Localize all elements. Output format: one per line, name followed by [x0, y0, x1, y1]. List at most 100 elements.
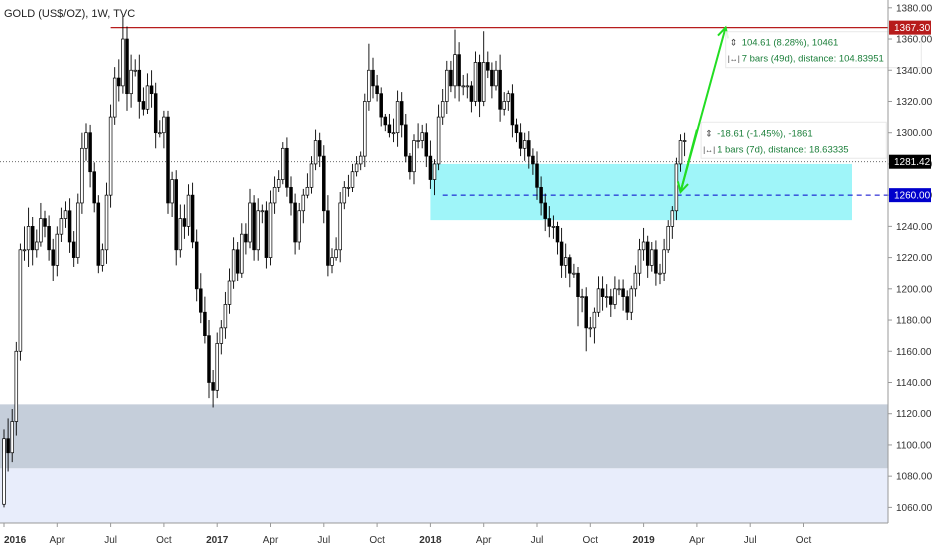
- candle: [617, 279, 621, 296]
- candle: [555, 221, 560, 255]
- candle: [112, 67, 117, 125]
- candle-body-down: [285, 147, 289, 188]
- candle: [576, 266, 580, 327]
- time-axis[interactable]: 2016 Apr Jul Oct 2017 Apr Jul Oct 2018 Apr Jul Oct 2…: [0, 522, 888, 546]
- candle-body-up: [112, 77, 117, 118]
- candle: [580, 288, 584, 313]
- candle-body-down: [244, 233, 248, 243]
- candle-body-up: [276, 179, 281, 188]
- candle-body-down: [166, 116, 170, 204]
- candle: [129, 54, 133, 108]
- candle-body-up: [641, 241, 646, 251]
- candle-body-down: [469, 85, 474, 102]
- time-tick-label: 2017: [206, 535, 229, 546]
- candle: [194, 229, 199, 302]
- candle: [272, 176, 277, 214]
- candle-body-up: [367, 69, 371, 102]
- candle: [215, 332, 219, 399]
- candle: [670, 206, 675, 239]
- arrow-head: [676, 181, 689, 195]
- price-tick-label: 1100.00: [896, 440, 932, 451]
- price-tick-label: 1320.00: [896, 97, 932, 108]
- candle-body-down: [137, 69, 142, 102]
- candle: [281, 142, 285, 185]
- candle: [293, 193, 297, 255]
- levels-layer: [0, 27, 888, 196]
- candle-body-down: [96, 202, 101, 266]
- candle-body-down: [71, 241, 76, 258]
- candle: [203, 296, 207, 344]
- candle-body-up: [445, 69, 449, 102]
- candle-body-down: [141, 101, 146, 110]
- candle-body-up: [391, 132, 396, 135]
- candle: [43, 210, 47, 238]
- candle: [654, 240, 658, 286]
- candle: [543, 193, 547, 232]
- candle-body-up: [613, 288, 617, 305]
- candle: [166, 110, 170, 214]
- candle-body-down: [88, 132, 92, 173]
- time-tick-label: Apr: [50, 535, 66, 546]
- candle-body-up: [100, 249, 105, 266]
- candle-body-up: [268, 202, 273, 258]
- candle-body-up: [22, 249, 27, 252]
- candle-body-up: [338, 202, 342, 251]
- candle: [408, 152, 412, 180]
- price-tick-label: 1360.00: [896, 35, 932, 46]
- candle-body-up: [465, 85, 470, 88]
- candle-body-up: [604, 296, 609, 298]
- candle-body-up: [440, 101, 445, 118]
- candle: [440, 88, 445, 125]
- candle-body-up: [301, 194, 306, 212]
- arrow-shaft: [679, 129, 698, 193]
- candle: [63, 201, 68, 228]
- candle-body-down: [584, 296, 588, 329]
- price-tick-label: 1120.00: [896, 409, 932, 420]
- candle: [547, 206, 552, 238]
- candle-body-down: [547, 218, 552, 227]
- candle: [84, 123, 88, 161]
- candle: [71, 231, 76, 267]
- candle: [305, 173, 310, 199]
- candle-body-up: [240, 233, 244, 274]
- candle: [170, 171, 174, 218]
- candle-body-down: [326, 210, 330, 266]
- candle: [18, 243, 23, 361]
- time-tick-label: Oct: [369, 535, 385, 546]
- candle-body-up: [63, 210, 68, 219]
- candle: [527, 131, 531, 169]
- candle: [297, 202, 301, 250]
- candle-body-up: [572, 272, 576, 275]
- candle: [563, 243, 568, 278]
- price-axis[interactable]: 1060.00 1080.00 1100.00 1120.00 1140.00 1160.…: [887, 0, 932, 523]
- candle: [613, 276, 617, 310]
- candle-body-up: [436, 116, 441, 165]
- candle-body-up: [551, 226, 556, 228]
- candle: [322, 145, 326, 224]
- candle-body-up: [178, 218, 183, 251]
- candle-body-up: [14, 350, 19, 422]
- candle: [383, 113, 388, 132]
- candle: [227, 268, 232, 314]
- candle-body-up: [281, 147, 285, 180]
- candle-body-down: [568, 257, 572, 274]
- candle-body-up: [133, 69, 137, 72]
- candle: [51, 238, 55, 282]
- candle-body-down: [486, 62, 490, 71]
- candle-body-down: [174, 179, 178, 251]
- candle-body-up: [260, 210, 265, 213]
- candle: [481, 31, 486, 107]
- candle-body-up: [231, 249, 236, 282]
- candle-body-down: [51, 249, 55, 266]
- candle: [604, 284, 609, 308]
- candle: [588, 316, 593, 338]
- candle: [494, 60, 498, 91]
- candle-body-up: [129, 69, 133, 95]
- candle: [650, 241, 654, 272]
- candle: [399, 92, 404, 138]
- candle-body-down: [43, 218, 47, 227]
- candle-body-up: [658, 272, 662, 275]
- candle: [391, 118, 396, 143]
- candle: [235, 241, 240, 282]
